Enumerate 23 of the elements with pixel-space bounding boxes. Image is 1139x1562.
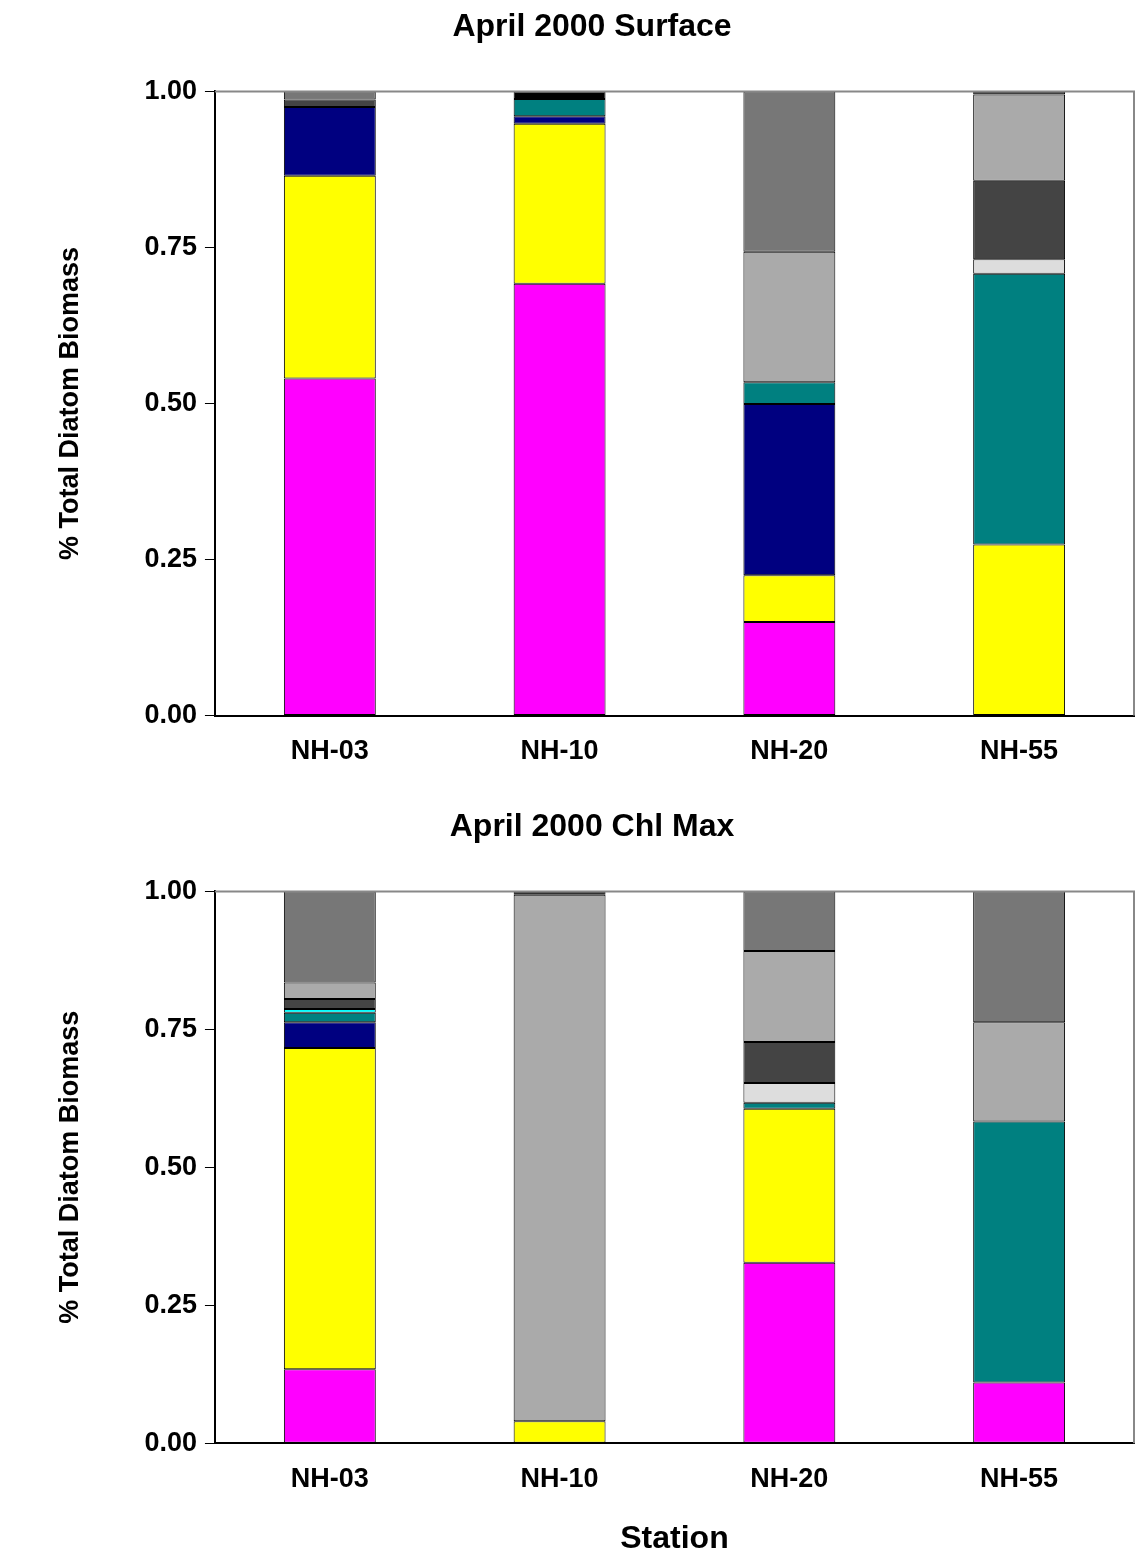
x-tick-label: NH-55 — [980, 1462, 1059, 1493]
x-tick-label: NH-10 — [520, 1462, 599, 1493]
y-tick-label: 1.00 — [144, 74, 197, 105]
y-tick-label: 1.00 — [144, 874, 197, 905]
x-tick-label: NH-20 — [750, 1462, 829, 1493]
y-axis-title: % Total Diatom Biomass — [53, 246, 84, 561]
y-tick-label: 0.50 — [144, 1150, 197, 1181]
chart-title: April 2000 Surface — [452, 7, 732, 44]
x-tick-label: NH-03 — [290, 735, 369, 766]
y-tick-label: 0.75 — [144, 1012, 197, 1043]
y-tick-label: 0.50 — [144, 386, 197, 417]
x-tick-label: NH-20 — [750, 735, 829, 766]
x-tick-label: NH-03 — [290, 1462, 369, 1493]
y-axis-title: % Total Diatom Biomass — [53, 1010, 84, 1324]
x-tick-label: NH-10 — [520, 735, 599, 766]
chart-title: April 2000 Chl Max — [449, 807, 735, 844]
y-tick-label: 0.25 — [144, 543, 197, 573]
y-tick-label: 0.00 — [144, 1426, 197, 1457]
x-axis-title: Station — [620, 1518, 729, 1555]
y-tick-label: 0.00 — [144, 699, 197, 730]
y-tick-label: 0.25 — [144, 1288, 197, 1319]
y-tick-label: 0.75 — [144, 230, 197, 261]
x-tick-label: NH-55 — [980, 735, 1059, 766]
